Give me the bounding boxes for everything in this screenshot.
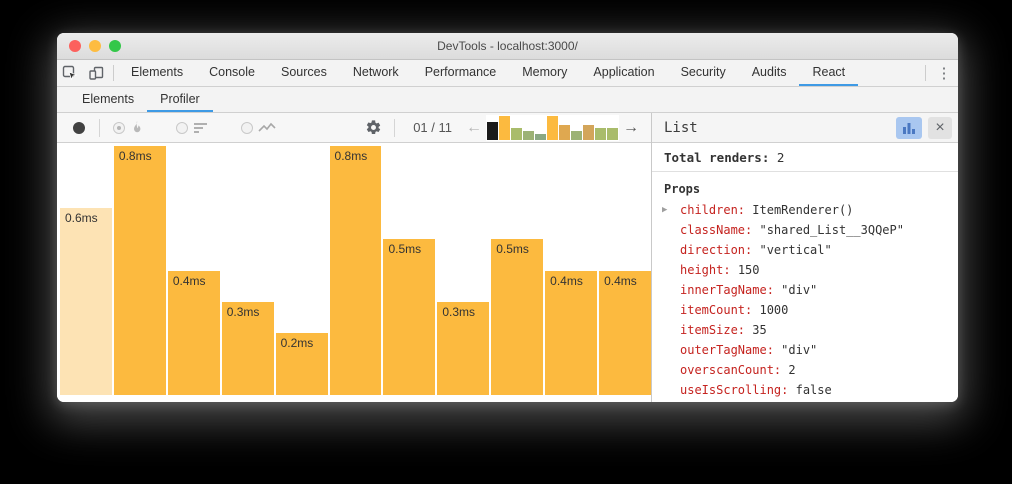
minimap-bar[interactable] xyxy=(559,124,570,140)
ranked-radio[interactable] xyxy=(176,121,188,134)
prop-row-width[interactable]: width: 300 xyxy=(652,400,958,402)
commit-bar[interactable]: 0.8ms xyxy=(113,146,166,395)
minimap-bar[interactable] xyxy=(583,124,594,140)
commit-bar[interactable]: 0.2ms xyxy=(275,333,328,395)
commit-bar[interactable]: 0.4ms xyxy=(599,271,651,395)
profiler-toolbar: 01 / 11 ← → xyxy=(57,113,651,143)
minimap-bar[interactable] xyxy=(535,133,546,140)
total-renders: Total renders: 2 xyxy=(652,143,958,172)
total-renders-label: Total renders: xyxy=(664,150,770,165)
devtools-tab-bar: Elements Console Sources Network Perform… xyxy=(57,60,958,87)
minimap-bar[interactable] xyxy=(523,130,534,140)
prop-row-overscancount[interactable]: overscanCount: 2 xyxy=(680,363,796,377)
tab-console[interactable]: Console xyxy=(209,65,255,79)
tab-sources[interactable]: Sources xyxy=(280,65,327,79)
minimap-bar[interactable] xyxy=(547,115,558,140)
component-detail-panel: List × Total renders: 2 Props ▶ children… xyxy=(651,113,958,402)
prop-row-innertagname[interactable]: innerTagName: "div" xyxy=(680,283,818,297)
commit-bar[interactable]: 0.5ms xyxy=(491,239,544,395)
subtab-profiler[interactable]: Profiler xyxy=(147,87,213,112)
prop-row-direction[interactable]: direction: "vertical" xyxy=(680,243,832,257)
close-panel-icon[interactable]: × xyxy=(928,116,952,139)
commit-bar[interactable]: 0.6ms xyxy=(60,208,112,395)
window-controls xyxy=(69,40,121,52)
tab-elements[interactable]: Elements xyxy=(131,65,184,79)
panel-body: Total renders: 2 Props ▶ children: ItemR… xyxy=(652,143,958,402)
more-options-icon[interactable]: ⋮ xyxy=(936,65,952,82)
tab-network[interactable]: Network xyxy=(352,65,399,79)
props-section-title: Props xyxy=(664,182,701,196)
minimap-bar[interactable] xyxy=(571,130,582,140)
commit-bar[interactable]: 0.3ms xyxy=(437,302,490,395)
commit-bar[interactable]: 0.5ms xyxy=(383,239,436,395)
prop-row-itemcount[interactable]: itemCount: 1000 xyxy=(680,303,789,317)
commit-bar[interactable]: 0.8ms xyxy=(329,146,382,395)
record-button[interactable] xyxy=(73,121,85,134)
gear-icon[interactable] xyxy=(365,119,382,136)
tab-security[interactable]: Security xyxy=(680,65,726,79)
close-window-button[interactable] xyxy=(69,40,81,52)
toolbar-divider xyxy=(99,118,100,137)
tab-performance[interactable]: Performance xyxy=(424,65,497,79)
prop-row-itemsize[interactable]: itemSize: 35 xyxy=(680,323,767,337)
prop-row-children[interactable]: ▶ children: ItemRenderer() xyxy=(652,200,958,220)
prop-row-height[interactable]: height: 150 xyxy=(680,263,760,277)
devtools-window: DevTools - localhost:3000/ Elements Cons… xyxy=(57,33,958,402)
gap xyxy=(227,119,228,137)
total-renders-value: 2 xyxy=(776,150,785,165)
view-renders-chart-button[interactable] xyxy=(896,116,922,139)
window-title: DevTools - localhost:3000/ xyxy=(437,39,578,53)
selected-component-name: List xyxy=(664,119,698,136)
expand-triangle-icon[interactable]: ▶ xyxy=(662,205,668,215)
toolbar-divider xyxy=(113,65,114,81)
prop-row-classname[interactable]: className: "shared_List__3QQeP" xyxy=(680,223,904,237)
flame-icon[interactable] xyxy=(130,120,144,136)
commit-bar[interactable]: 0.4ms xyxy=(167,271,220,395)
minimize-window-button[interactable] xyxy=(89,40,101,52)
minimap-bar[interactable] xyxy=(595,127,606,140)
minimap-bar[interactable] xyxy=(499,115,510,140)
ranked-chart-icon[interactable] xyxy=(193,121,209,135)
subtab-elements[interactable]: Elements xyxy=(82,91,135,106)
react-subtab-bar: Elements Profiler xyxy=(57,87,958,113)
interactions-icon[interactable] xyxy=(258,121,276,135)
panel-header: List × xyxy=(652,113,958,143)
tab-memory[interactable]: Memory xyxy=(522,65,568,79)
tab-react[interactable]: React xyxy=(799,60,859,86)
device-toolbar-icon[interactable] xyxy=(83,60,109,86)
flamegraph-radio[interactable] xyxy=(113,121,125,134)
toolbar-divider xyxy=(394,118,396,137)
zoom-window-button[interactable] xyxy=(109,40,121,52)
commit-minimap xyxy=(486,114,619,141)
inspect-element-icon[interactable] xyxy=(57,60,83,86)
next-commit-arrow[interactable]: → xyxy=(623,118,639,136)
commit-bar[interactable]: 0.4ms xyxy=(545,271,598,395)
prop-row-outertagname[interactable]: outerTagName: "div" xyxy=(680,343,818,357)
minimap-bar[interactable] xyxy=(607,127,618,140)
menu-divider xyxy=(925,65,926,81)
commit-pagination: 01 / 11 xyxy=(413,120,452,135)
tab-application[interactable]: Application xyxy=(593,65,655,79)
tab-audits[interactable]: Audits xyxy=(751,65,787,79)
interactions-radio[interactable] xyxy=(241,121,253,134)
commit-bar[interactable]: 0.3ms xyxy=(221,302,274,395)
gap xyxy=(162,119,163,137)
title-bar: DevTools - localhost:3000/ xyxy=(57,33,958,60)
minimap-bar[interactable] xyxy=(487,121,498,140)
previous-commit-arrow[interactable]: ← xyxy=(466,118,482,136)
prop-row-useisscrolling[interactable]: useIsScrolling: false xyxy=(680,383,832,397)
minimap-bar[interactable] xyxy=(511,127,522,140)
commit-bar-chart: 0.6ms 0.8ms 0.4ms 0.3ms 0.2ms 0.8ms 0.5m… xyxy=(57,143,651,402)
